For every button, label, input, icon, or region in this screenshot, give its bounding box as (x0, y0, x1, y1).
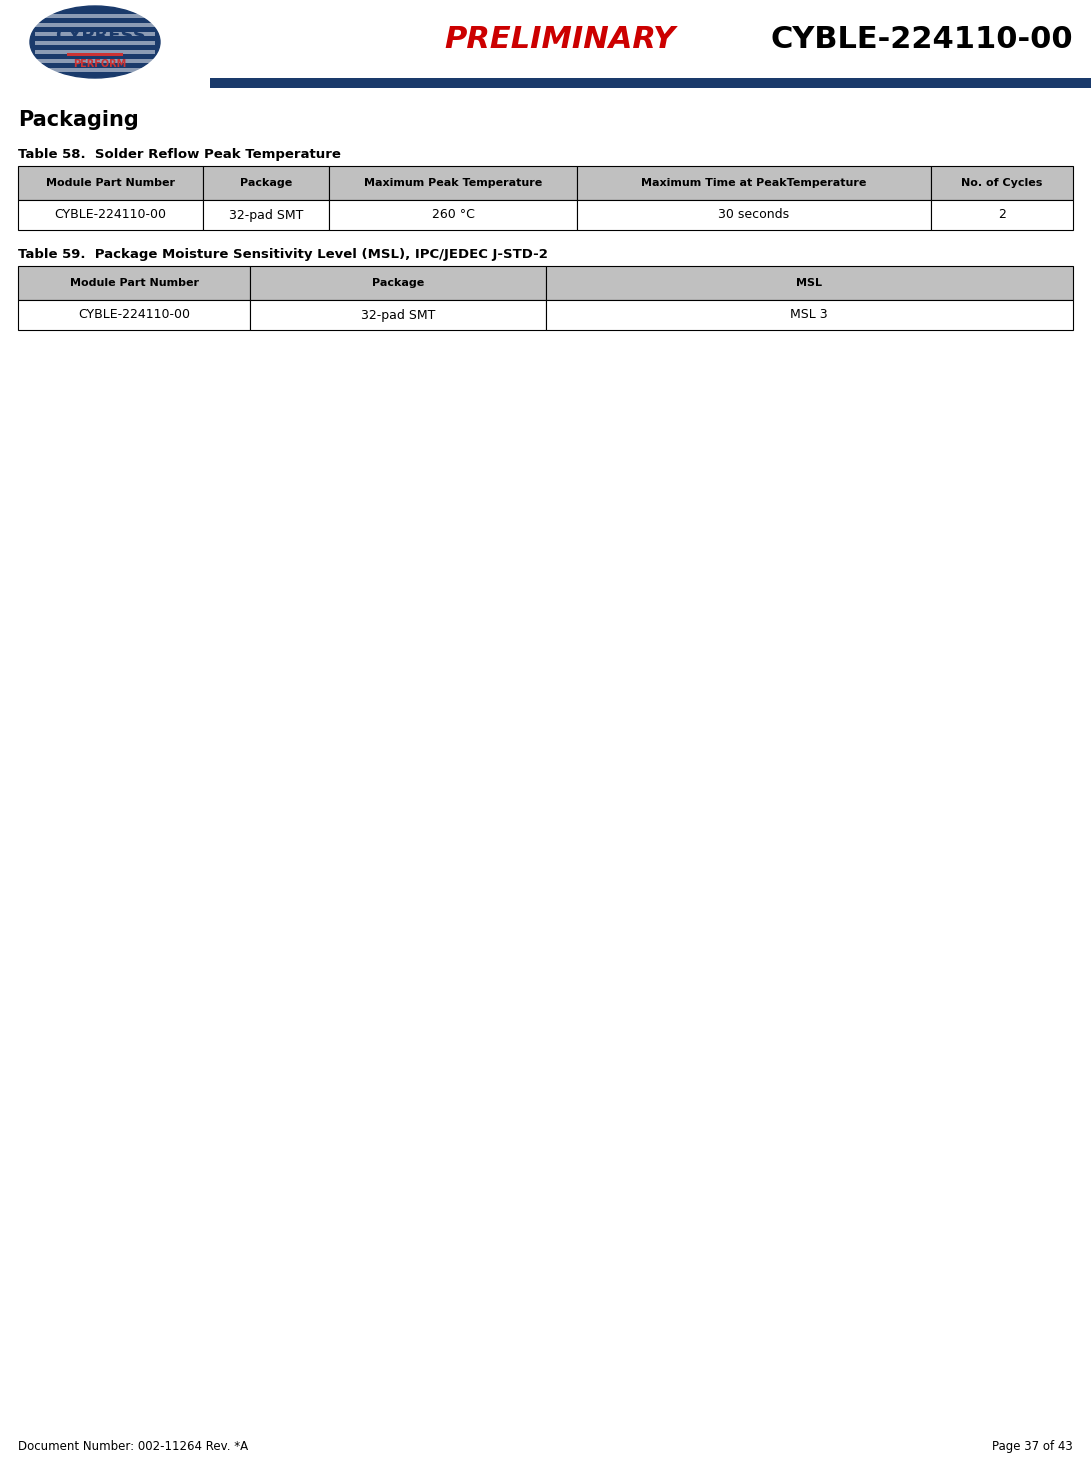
Text: CYPRESS: CYPRESS (55, 27, 145, 44)
Text: CYBLE-224110-00: CYBLE-224110-00 (79, 308, 190, 321)
Text: MSL 3: MSL 3 (791, 308, 828, 321)
Bar (931, 200, 1074, 230)
Bar (577, 166, 931, 200)
Text: Maximum Peak Temperature: Maximum Peak Temperature (364, 178, 542, 188)
Bar (250, 301, 546, 330)
Text: Packaging: Packaging (17, 110, 139, 130)
Text: 32-pad SMT: 32-pad SMT (361, 308, 435, 321)
Bar (577, 200, 931, 230)
Text: Page 37 of 43: Page 37 of 43 (992, 1440, 1074, 1453)
Bar (329, 200, 577, 230)
Text: Document Number: 002-11264 Rev. *A: Document Number: 002-11264 Rev. *A (17, 1440, 248, 1453)
Bar (35, 24, 155, 27)
Text: Package: Package (372, 278, 424, 287)
Text: MSL: MSL (796, 278, 823, 287)
Ellipse shape (29, 6, 160, 78)
Bar (35, 33, 155, 36)
Text: Maximum Time at PeakTemperature: Maximum Time at PeakTemperature (642, 178, 866, 188)
Bar (67, 53, 123, 56)
Bar (35, 68, 155, 73)
Bar (35, 41, 155, 44)
Text: Table 59.  Package Moisture Sensitivity Level (MSL), IPC/JEDEC J-STD-2: Table 59. Package Moisture Sensitivity L… (17, 247, 548, 261)
Bar (17, 267, 250, 301)
Bar (17, 301, 250, 330)
Bar (546, 301, 1074, 330)
Bar (0, 0, 1091, 80)
Bar (546, 267, 1074, 301)
Text: Package: Package (240, 178, 292, 188)
Bar (931, 166, 1074, 200)
Bar (35, 13, 155, 18)
Text: 2: 2 (998, 209, 1006, 222)
Bar (17, 200, 203, 230)
Text: Table 58.  Solder Reflow Peak Temperature: Table 58. Solder Reflow Peak Temperature (17, 148, 340, 161)
Text: CYBLE-224110-00: CYBLE-224110-00 (55, 209, 166, 222)
Bar (35, 59, 155, 64)
Bar (35, 50, 155, 53)
Bar (209, 78, 1091, 87)
Bar (203, 166, 329, 200)
Text: CYBLE-224110-00: CYBLE-224110-00 (770, 25, 1074, 55)
Text: PERFORM: PERFORM (73, 59, 127, 70)
Bar (17, 166, 203, 200)
Text: PRELIMINARY: PRELIMINARY (444, 25, 675, 55)
Text: 260 °C: 260 °C (432, 209, 475, 222)
Text: 32-pad SMT: 32-pad SMT (229, 209, 303, 222)
Text: 30 seconds: 30 seconds (718, 209, 790, 222)
Text: No. of Cycles: No. of Cycles (961, 178, 1043, 188)
Bar (250, 267, 546, 301)
Text: Module Part Number: Module Part Number (70, 278, 199, 287)
Text: Module Part Number: Module Part Number (46, 178, 175, 188)
Bar (203, 200, 329, 230)
Bar (329, 166, 577, 200)
